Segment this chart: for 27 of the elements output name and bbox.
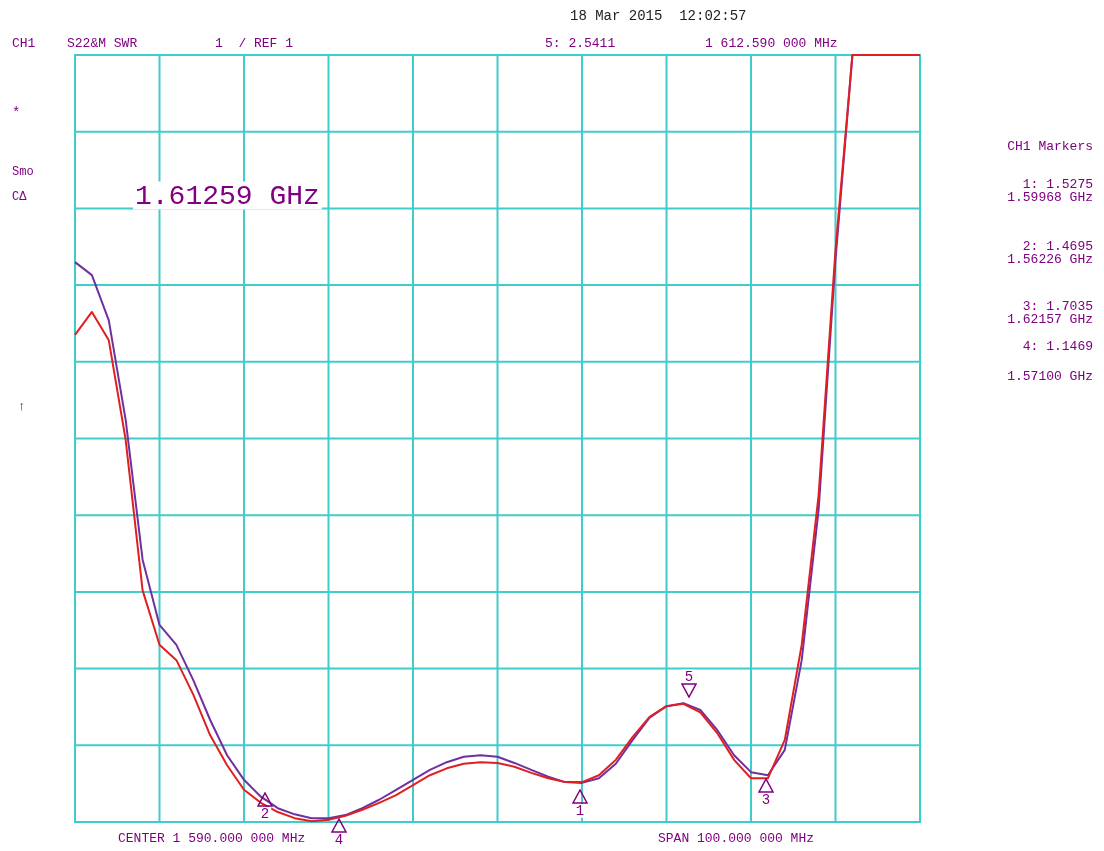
annotation: 3	[761, 792, 771, 808]
text: 4: 1.1469	[1022, 339, 1093, 354]
text: 1 612.590 000 MHz	[705, 36, 838, 51]
text: 18 Mar 2015 12:02:57	[570, 8, 747, 24]
text: 1.57100 GHz	[1007, 369, 1093, 384]
text: ↑	[18, 399, 26, 414]
text: 4	[334, 832, 344, 848]
text: S22&M SWR	[67, 36, 138, 51]
annotation: 1	[575, 803, 585, 819]
text: 5: 2.5411	[545, 36, 616, 51]
text: 1 / REF 1	[215, 36, 294, 51]
text: 1.56226 GHz	[1007, 252, 1093, 267]
text: Smo	[12, 165, 34, 179]
text: SPAN 100.000 000 MHz	[658, 831, 815, 846]
text: 1: 1.5275	[1022, 177, 1093, 192]
annotation: 1.61259 GHz	[135, 181, 320, 212]
annotation: 5	[684, 669, 694, 685]
text: 2: 1.4695	[1022, 239, 1093, 254]
text: 1.62157 GHz	[1007, 312, 1093, 327]
annotation: 2	[260, 806, 270, 822]
text: CΔ	[12, 190, 28, 204]
text: 1.59968 GHz	[1007, 190, 1093, 205]
text: *	[12, 105, 21, 121]
text: CENTER 1 590.000 000 MHz	[118, 831, 306, 846]
text: 3: 1.7035	[1022, 299, 1093, 314]
text: CH1	[12, 36, 36, 51]
text: CH1 Markers	[1007, 139, 1093, 154]
